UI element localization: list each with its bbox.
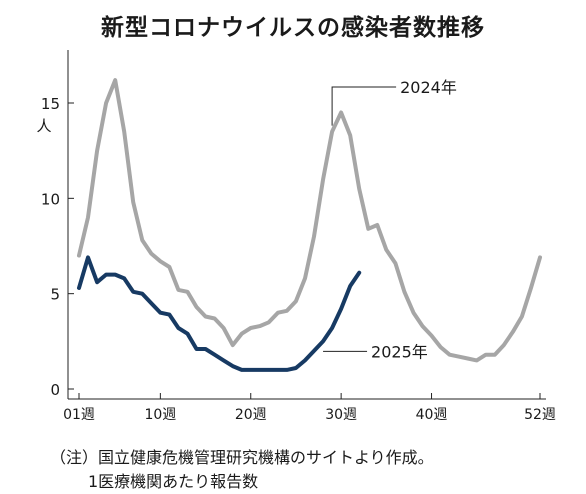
- chart-title: 新型コロナウイルスの感染者数推移: [101, 15, 485, 41]
- x-tick-label: 30週: [325, 407, 357, 423]
- series-line-2025: [77, 255, 362, 372]
- annotation-label-2024: 2024年: [400, 78, 457, 97]
- note-line-unit: 1医療機関あたり報告数: [88, 472, 259, 491]
- x-tick-label: 10週: [144, 407, 176, 423]
- line-chart: 0 5 10 15 人 01週 10週 20週 30週 40週 52週 2024年 2025年: [36, 50, 556, 423]
- y-tick-label: 15: [41, 95, 60, 113]
- note-line-source: （注）国立健康危機管理研究機構のサイトより作成。: [50, 448, 434, 467]
- annotation-leader-2024: [331, 86, 397, 126]
- annotation-label-2025: 2025年: [371, 342, 428, 361]
- series-line-2024: [77, 78, 542, 363]
- x-tick-label: 40週: [416, 407, 448, 423]
- y-tick-label: 10: [41, 190, 60, 208]
- chart-annotations: 2024年 2025年: [323, 78, 457, 361]
- y-tick-label: 5: [50, 286, 60, 304]
- x-tick-label: 20週: [235, 407, 267, 423]
- chart-note: （注）国立健康危機管理研究機構のサイトより作成。 1医療機関あたり報告数: [50, 446, 434, 494]
- x-tick-label: 52週: [524, 407, 556, 423]
- chart-series: [77, 78, 542, 372]
- y-tick-label: 0: [50, 381, 60, 399]
- y-unit-label: 人: [36, 117, 51, 135]
- chart-axes: 0 5 10 15 人 01週 10週 20週 30週 40週 52週: [36, 50, 556, 423]
- x-tick-label: 01週: [63, 407, 95, 423]
